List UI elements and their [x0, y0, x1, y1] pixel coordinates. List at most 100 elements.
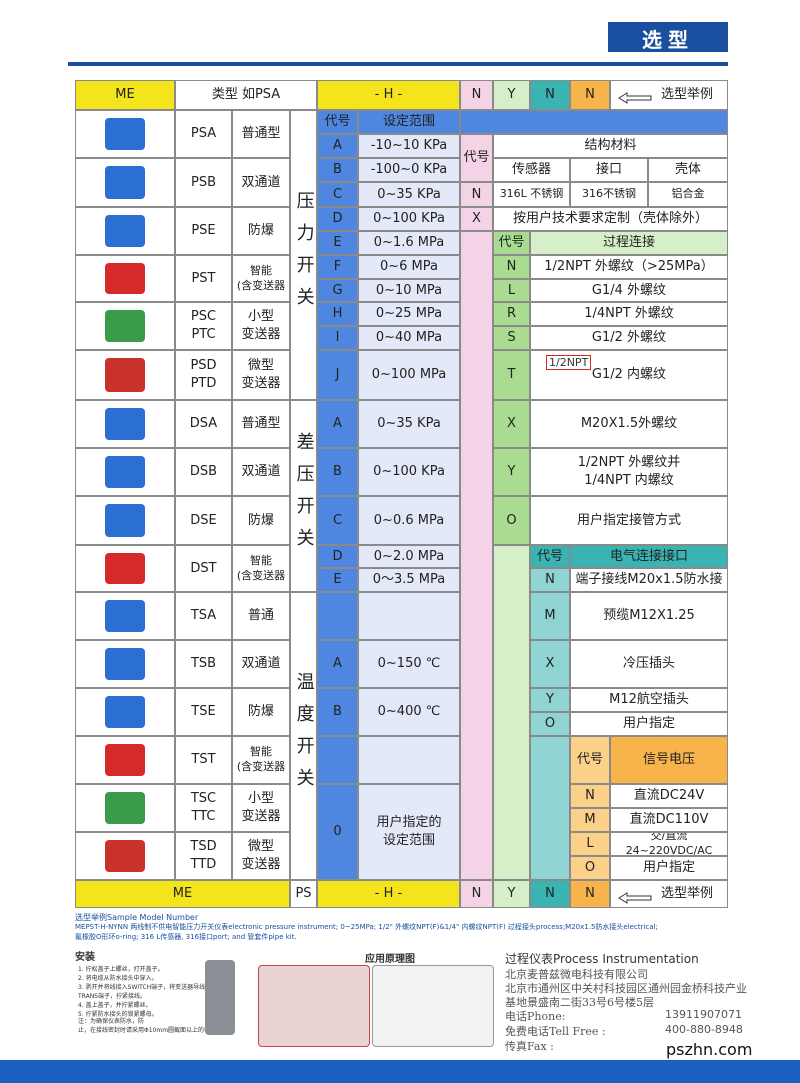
cell-text: 316不锈钢 — [582, 187, 636, 201]
arrow-icon — [618, 89, 652, 104]
cell-text: 预缆M12X1.25 — [603, 608, 695, 624]
cell-text: 微型 — [247, 839, 274, 855]
code-cell: X — [493, 400, 530, 448]
electrical-header: 电气连接接口 — [570, 545, 728, 568]
type-cell: 双通道 — [232, 448, 290, 496]
cell-text: (含变送器 — [236, 568, 286, 582]
model-cell: TSC TTC — [175, 784, 232, 832]
cell-text: 0~10 MPa — [375, 282, 443, 298]
text: 5. 拧紧防水接头的锁紧螺母。 — [78, 1011, 158, 1018]
cell-text: 交/直流 — [650, 832, 688, 843]
cell-text: 0~35 KPa — [377, 186, 441, 202]
cell-text: N — [545, 886, 555, 902]
type-cell: 微型 变送器 — [232, 832, 290, 880]
code-header: 代号 — [530, 545, 570, 568]
cell-text: 1/4NPT 内螺纹 — [584, 473, 674, 488]
code-cell: N — [570, 784, 610, 808]
code-cell: F — [317, 255, 358, 279]
code-header: 代号 — [570, 736, 610, 784]
cell-text: 0~400 ℃ — [377, 704, 441, 720]
electrical-cell: 用户指定 — [570, 712, 728, 736]
text: MEPST-H-NYNN 两线制不供电智能压力开关仪表electronic pr… — [75, 923, 658, 931]
cell-text: 1/2NPT 外螺纹（>25MPa） — [544, 259, 714, 275]
group-label: 温度开关 — [293, 672, 315, 800]
cell-text: -100~0 KPa — [370, 162, 448, 178]
text: 4. 盖上盖子，并拧紧螺丝。 — [78, 1002, 152, 1009]
cell-text: 0~100 KPa — [373, 211, 445, 227]
code-header: 代号 — [460, 134, 493, 182]
range-cell: 0~2.0 MPa — [358, 545, 460, 568]
cell-text: E — [333, 572, 342, 588]
model-cell: TST — [175, 736, 232, 784]
code-cell: J — [317, 350, 358, 400]
green-column — [493, 545, 530, 880]
code-cell: B — [317, 158, 358, 182]
type-cell: 智能 (含变送器 — [232, 255, 290, 302]
cell-text: 防爆 — [247, 223, 274, 239]
type-cell: 智能 (含变送器 — [232, 736, 290, 784]
example-cell: ME — [75, 880, 290, 908]
cell-text: 代号 — [324, 114, 351, 130]
cell-text: TSA — [190, 608, 217, 624]
cell-text: 传感器 — [511, 162, 551, 178]
cell-text: PSA — [190, 126, 217, 142]
cell-text: 0~0.6 MPa — [373, 512, 445, 528]
example-cell: ME — [75, 80, 175, 110]
example-cell: - H - — [317, 880, 460, 908]
cell-text: M20X1.5外螺纹 — [580, 416, 678, 432]
code-cell — [317, 736, 358, 784]
cell-text: O — [584, 860, 596, 876]
group-label: 差压开关 — [293, 432, 315, 560]
example-cell: N — [570, 80, 610, 110]
cell-text: PSD — [190, 358, 217, 374]
code-cell: X — [530, 640, 570, 688]
type-cell: 防爆 — [232, 496, 290, 545]
cell-text: PSE — [191, 223, 216, 239]
type-cell: 防爆 — [232, 207, 290, 255]
range-cell: 0~40 MPa — [358, 326, 460, 350]
cell-text: 过程连接 — [602, 235, 655, 251]
cell-text: Y — [546, 692, 554, 708]
cell-text: ME — [115, 87, 135, 103]
example-cell: N — [530, 80, 570, 110]
group-cell: 差压开关 — [290, 400, 317, 592]
cell-text: N — [545, 87, 555, 103]
code-cell: H — [317, 302, 358, 326]
cell-text: TTD — [190, 857, 217, 872]
cell-text: R — [506, 306, 517, 322]
cell-text: S — [507, 330, 516, 346]
arrow — [618, 92, 652, 104]
cell-text: N — [545, 572, 555, 588]
cell-text: N — [585, 886, 595, 902]
example-cell: 选型举例 — [610, 80, 728, 110]
title-tab — [608, 22, 728, 52]
example-cell: Y — [493, 880, 530, 908]
cell-text: PSC — [190, 309, 217, 325]
cell-text: A — [333, 138, 342, 154]
product-picture — [105, 166, 145, 199]
group-cell: 压力开关 — [290, 110, 317, 400]
code-cell: M — [570, 808, 610, 832]
cell-text: L — [586, 836, 594, 852]
cell-text: DSB — [189, 464, 218, 480]
range-cell: 0~6 MPa — [358, 255, 460, 279]
material-cell: 316不锈钢 — [570, 182, 648, 207]
material-title: 结构材料 — [493, 134, 728, 158]
cell-text: D — [332, 548, 343, 564]
diagram-image — [258, 965, 370, 1047]
cell-text: PSB — [190, 174, 216, 190]
cell-text: 接口 — [595, 162, 622, 178]
example-cell: N — [570, 880, 610, 908]
cell-text: Y — [507, 464, 516, 480]
code-cell: N — [530, 568, 570, 592]
cell-text: 用户指定 — [622, 716, 675, 732]
cell-text: 1/4NPT 外螺纹 — [584, 306, 674, 322]
cell-text: 用户指定接管方式 — [576, 512, 681, 528]
text: 过程仪表Process Instrumentation — [505, 952, 699, 966]
cell-text: 智能 — [250, 553, 272, 567]
diagram-image — [372, 965, 494, 1047]
cell-text: 壳体 — [674, 162, 701, 178]
code-cell: L — [570, 832, 610, 856]
cell-text: 普通型 — [241, 416, 281, 432]
cell-text: DSA — [189, 416, 218, 432]
